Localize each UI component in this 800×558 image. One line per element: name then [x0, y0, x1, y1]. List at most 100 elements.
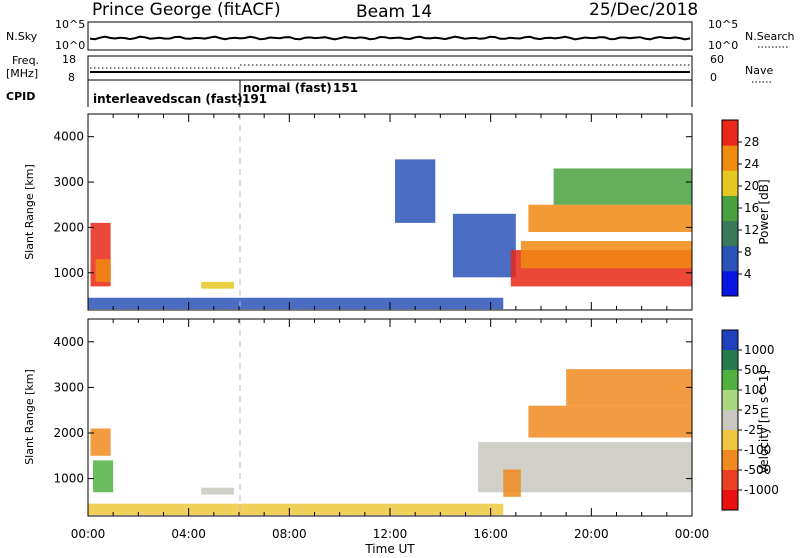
nave-label: Nave — [745, 64, 773, 77]
power-colorbar-tick-label: 28 — [744, 135, 759, 149]
noise-right-tick-top: 10^5 — [708, 18, 738, 31]
power-colorbar: 4 8 12 16 20 24 28 — [721, 119, 759, 297]
velocity-colorbar-frame — [721, 329, 739, 511]
power-y-ticks: 1000 2000 3000 4000 — [53, 130, 692, 280]
velocity-colorbar-tick-label: -100 — [744, 443, 771, 457]
time-tick-label: 00:00 — [675, 527, 710, 541]
noise-panel-frame — [87, 21, 693, 51]
velocity-region — [93, 460, 114, 493]
power-panel: 1000 2000 3000 4000 Slant Range [km] — [23, 113, 693, 311]
nave-tick-bottom: 0 — [710, 71, 717, 84]
power-colorbar-swatch — [722, 245, 738, 272]
power-y-tick-label: 1000 — [53, 266, 84, 280]
freq-unit-label: [MHz] — [6, 67, 38, 80]
velocity-y-axis-label: Slant Range [km] — [23, 369, 36, 465]
velocity-colorbar-swatch — [722, 410, 738, 431]
power-y-tick-label: 2000 — [53, 220, 84, 234]
velocity-heatmap — [88, 369, 692, 516]
velocity-colorbar-swatch — [722, 470, 738, 491]
time-tick-label: 16:00 — [473, 527, 508, 541]
velocity-colorbar-swatch — [722, 330, 738, 351]
noise-left-tick-top: 10^5 — [55, 18, 85, 31]
power-colorbar-label: Power [dB] — [757, 179, 771, 244]
velocity-colorbar-swatch — [722, 490, 738, 511]
power-colorbar-swatch — [722, 195, 738, 222]
power-colorbar-tick-label: 4 — [744, 267, 752, 281]
velocity-colorbar-swatch — [722, 430, 738, 451]
velocity-region — [503, 469, 521, 497]
velocity-colorbar-tick-label: 25 — [744, 403, 759, 417]
noise-sky-label: N.Sky — [6, 30, 38, 43]
noise-left-tick-bottom: 10^0 — [55, 39, 85, 52]
velocity-region — [201, 487, 234, 495]
power-region — [528, 204, 692, 232]
power-region — [520, 241, 692, 269]
velocity-colorbar-tick-label: 1000 — [744, 343, 775, 357]
velocity-colorbar: 1000 500 100 25 -25 -100 -500 -1000 — [721, 329, 779, 511]
cpid-mode-1-id: -191 — [237, 92, 267, 106]
power-colorbar-swatch — [722, 220, 738, 247]
power-region — [395, 159, 436, 223]
power-region — [452, 213, 516, 278]
power-colorbar-swatch — [722, 170, 738, 196]
power-colorbar-swatch — [722, 120, 738, 146]
power-region — [88, 297, 504, 310]
frequency-panel-frame — [87, 55, 693, 81]
power-colorbar-tick-label: 16 — [744, 201, 759, 215]
velocity-colorbar-tick-label: 100 — [744, 383, 767, 397]
velocity-colorbar-tick-label: -500 — [744, 463, 771, 477]
power-colorbar-tick-label: 20 — [744, 179, 759, 193]
cpid-panel: CPID interleavedscan (fast) -191 normal … — [6, 80, 693, 107]
time-tick-label: 00:00 — [71, 527, 106, 541]
velocity-colorbar-swatch — [722, 350, 738, 371]
velocity-y-ticks: 1000 2000 3000 4000 — [53, 335, 692, 486]
date-label: 25/Dec/2018 — [589, 0, 698, 20]
cpid-mode-2-id: 151 — [333, 81, 358, 95]
velocity-region — [566, 369, 692, 406]
power-y-tick-label: 3000 — [53, 175, 84, 189]
power-region — [95, 259, 111, 282]
velocity-colorbar-swatch — [722, 450, 738, 471]
power-colorbar-swatch — [722, 270, 738, 297]
cpid-label: CPID — [6, 90, 35, 103]
freq-tick-bottom: 8 — [68, 71, 75, 84]
time-tick-label: 12:00 — [373, 527, 408, 541]
velocity-colorbar-swatch — [722, 370, 738, 391]
power-region — [553, 168, 692, 205]
time-tick-label: 04:00 — [171, 527, 206, 541]
velocity-colorbar-tick-label: -1000 — [744, 483, 779, 497]
x-axis-label: Time UT — [364, 542, 415, 554]
beam-label: Beam 14 — [356, 2, 432, 22]
velocity-colorbar-tick-label: -25 — [744, 423, 764, 437]
power-region — [201, 281, 234, 289]
velocity-panel: 1000 2000 3000 4000 Slant Range [km] — [23, 318, 693, 517]
velocity-region — [88, 503, 504, 516]
power-colorbar-tick-label: 24 — [744, 157, 759, 171]
velocity-y-tick-label: 4000 — [53, 335, 84, 349]
velocity-y-tick-label: 1000 — [53, 472, 84, 486]
power-y-axis-label: Slant Range [km] — [23, 164, 36, 260]
power-heatmap — [88, 159, 692, 310]
frequency-panel: Freq. [MHz] 18 8 60 0 Nave — [6, 53, 773, 84]
time-tick-label: 20:00 — [574, 527, 609, 541]
power-x-ticks — [87, 114, 693, 310]
noise-search-label: N.Search — [745, 30, 795, 43]
freq-label: Freq. — [12, 54, 39, 67]
velocity-y-tick-label: 3000 — [53, 380, 84, 394]
power-colorbar-swatch — [722, 145, 738, 171]
power-y-tick-label: 4000 — [53, 130, 84, 144]
time-axis-labels: 00:00 04:00 08:00 12:00 16:00 20:00 00:00 — [71, 527, 710, 541]
noise-panel: N.Sky 10^5 10^0 10^5 10^0 N.Search — [6, 18, 795, 52]
velocity-region — [528, 405, 692, 438]
cpid-mode-1: interleavedscan (fast) — [93, 92, 243, 106]
velocity-y-tick-label: 2000 — [53, 426, 84, 440]
noise-sky-trace — [89, 35, 691, 41]
power-colorbar-tick-label: 8 — [744, 245, 752, 259]
cpid-mode-2: normal (fast) — [243, 81, 332, 95]
power-colorbar-tick-label: 12 — [744, 223, 759, 237]
velocity-colorbar-label: Velocity [m s^-1] — [757, 370, 771, 474]
noise-right-tick-bottom: 10^0 — [708, 39, 738, 52]
time-tick-label: 08:00 — [272, 527, 307, 541]
velocity-colorbar-tick-label: 500 — [744, 363, 767, 377]
